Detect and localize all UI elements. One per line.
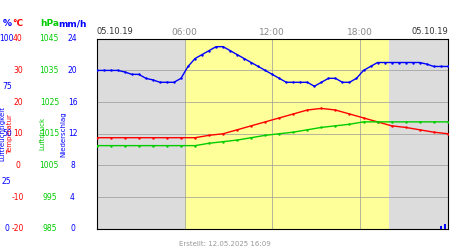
- Text: 8: 8: [70, 161, 75, 170]
- Text: 20: 20: [13, 98, 22, 106]
- Text: 40: 40: [13, 34, 23, 43]
- Text: Erstellt: 12.05.2025 16:09: Erstellt: 12.05.2025 16:09: [179, 242, 271, 248]
- Text: %: %: [2, 19, 11, 28]
- Text: 100: 100: [0, 34, 14, 43]
- Text: 0: 0: [15, 161, 20, 170]
- Text: Luftfeuchtigkeit: Luftfeuchtigkeit: [0, 106, 5, 161]
- Text: 1025: 1025: [40, 98, 59, 106]
- Bar: [184, 39, 389, 229]
- Text: 10: 10: [13, 129, 22, 138]
- Text: 25: 25: [2, 177, 12, 186]
- Text: 1005: 1005: [40, 161, 59, 170]
- Text: 05.10.19: 05.10.19: [411, 27, 448, 36]
- Text: 1015: 1015: [40, 129, 59, 138]
- Text: °C: °C: [12, 19, 23, 28]
- Text: 05.10.19: 05.10.19: [97, 27, 134, 36]
- Text: Temperatur: Temperatur: [7, 114, 13, 154]
- Text: Niederschlag: Niederschlag: [61, 111, 67, 156]
- Bar: [444, 224, 446, 229]
- Text: 995: 995: [42, 192, 57, 202]
- Text: 75: 75: [2, 82, 12, 91]
- Text: -10: -10: [12, 192, 24, 202]
- Text: 30: 30: [13, 66, 23, 75]
- Text: 50: 50: [2, 129, 12, 138]
- Text: 985: 985: [42, 224, 57, 233]
- Text: 1035: 1035: [40, 66, 59, 75]
- Text: 12: 12: [68, 129, 77, 138]
- Text: 20: 20: [68, 66, 77, 75]
- Text: 0: 0: [4, 224, 9, 233]
- Text: 0: 0: [70, 224, 75, 233]
- Text: -20: -20: [12, 224, 24, 233]
- Bar: [440, 226, 442, 229]
- Text: 4: 4: [70, 192, 75, 202]
- Text: mm/h: mm/h: [58, 19, 87, 28]
- Text: 1045: 1045: [40, 34, 59, 43]
- Text: 24: 24: [68, 34, 77, 43]
- Text: Luftdruck: Luftdruck: [40, 117, 45, 150]
- Text: 16: 16: [68, 98, 77, 106]
- Text: hPa: hPa: [40, 19, 59, 28]
